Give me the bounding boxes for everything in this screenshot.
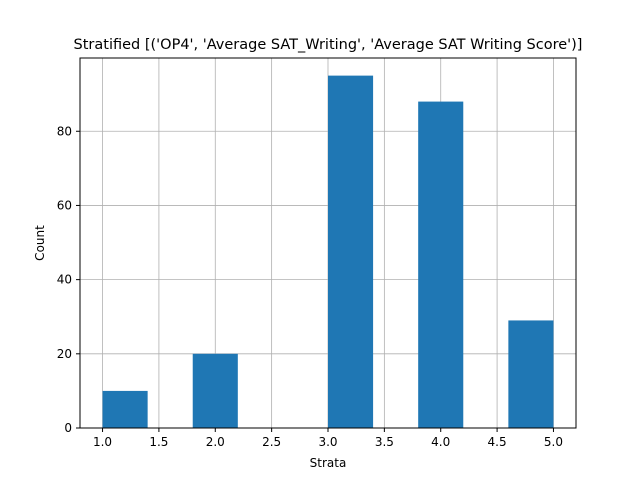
x-axis-ticks: 1.0 1.5 2.0 2.5 3.0 3.5 4.0 4.5 5.0 [93,428,563,449]
histogram-bar [418,101,464,429]
x-tick-label: 4.5 [488,435,507,449]
x-tick-label: 3.0 [318,435,337,449]
histogram-bar [102,390,148,428]
y-tick-label: 80 [57,124,72,138]
histogram-bar [192,353,238,428]
x-tick-label: 2.5 [262,435,281,449]
y-tick-label: 40 [57,273,72,287]
y-tick-label: 60 [57,198,72,212]
x-tick-label: 5.0 [544,435,563,449]
x-tick-label: 3.5 [375,435,394,449]
x-tick-label: 1.5 [149,435,168,449]
y-tick-label: 20 [57,347,72,361]
x-tick-label: 4.0 [431,435,450,449]
y-axis-ticks: 0 20 40 60 80 [57,124,80,435]
y-axis-label: Count [33,225,47,261]
chart-title: Stratified [('OP4', 'Average SAT_Writing… [74,37,583,53]
x-tick-label: 2.0 [206,435,225,449]
histogram-bar [508,320,554,428]
y-tick-label: 0 [64,421,72,435]
x-axis-label: Strata [310,456,347,470]
histogram-bar [328,75,374,428]
x-tick-label: 1.0 [93,435,112,449]
bars-group [102,75,554,429]
